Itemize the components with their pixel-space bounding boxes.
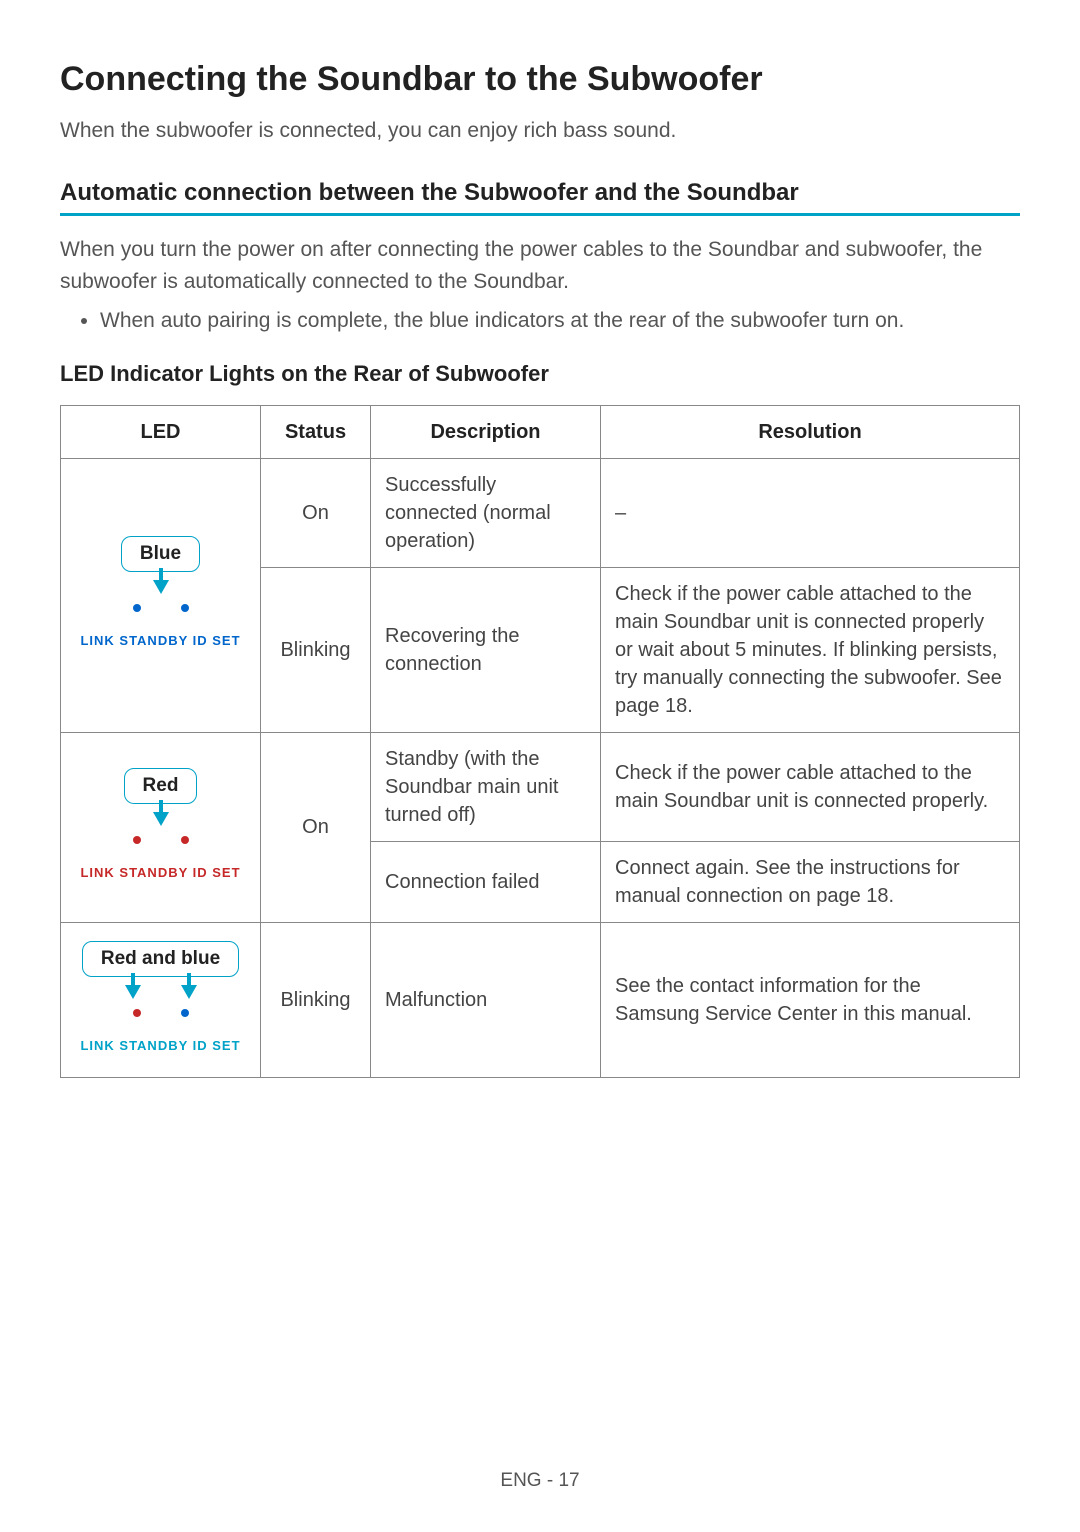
res-cell: – — [601, 458, 1020, 567]
led-color-label: Blue — [121, 536, 200, 573]
pointer-icon — [181, 985, 197, 999]
status-cell: Blinking — [261, 567, 371, 732]
manual-page: Connecting the Soundbar to the Subwoofer… — [0, 0, 1080, 1532]
led-color-label: Red and blue — [82, 941, 239, 978]
res-cell: Check if the power cable attached to the… — [601, 732, 1020, 841]
th-desc: Description — [371, 405, 601, 458]
res-cell: Connect again. See the instructions for … — [601, 841, 1020, 922]
led-cell-redblue: Red and blue LINK STANDBY ID SET — [61, 922, 261, 1078]
standby-led-dot — [181, 836, 189, 844]
bullet-item: When auto pairing is complete, the blue … — [100, 305, 1020, 337]
link-led-dot — [133, 836, 141, 844]
desc-cell: Connection failed — [371, 841, 601, 922]
th-led: LED — [61, 405, 261, 458]
bullet-list: When auto pairing is complete, the blue … — [100, 305, 1020, 337]
page-title: Connecting the Soundbar to the Subwoofer — [60, 60, 1020, 99]
status-cell: Blinking — [261, 922, 371, 1078]
res-cell: See the contact information for the Sams… — [601, 922, 1020, 1078]
table-row: Red and blue LINK STANDBY ID SET — [61, 922, 1020, 1078]
pointer-icon — [153, 812, 169, 826]
led-cell-red: Red LINK STANDBY ID SET — [61, 732, 261, 922]
table-header-row: LED Status Description Resolution — [61, 405, 1020, 458]
link-led-dot — [133, 1009, 141, 1017]
panel-label: LINK STANDBY ID SET — [80, 633, 240, 648]
section-paragraph: When you turn the power on after connect… — [60, 234, 1020, 297]
intro-text: When the subwoofer is connected, you can… — [60, 119, 1020, 143]
led-indicator-table: LED Status Description Resolution Blue — [60, 405, 1020, 1079]
standby-led-dot — [181, 604, 189, 612]
res-cell: Check if the power cable attached to the… — [601, 567, 1020, 732]
led-diagram-blue: Blue LINK STANDBY ID SET — [75, 530, 246, 661]
desc-cell: Malfunction — [371, 922, 601, 1078]
link-led-dot — [133, 604, 141, 612]
pointer-icon — [125, 985, 141, 999]
th-res: Resolution — [601, 405, 1020, 458]
table-row: Red LINK STANDBY ID SET On Standby (with… — [61, 732, 1020, 841]
led-color-label: Red — [124, 768, 198, 805]
section-heading: Automatic connection between the Subwoof… — [60, 179, 1020, 216]
led-cell-blue: Blue LINK STANDBY ID SET — [61, 458, 261, 732]
th-status: Status — [261, 405, 371, 458]
panel-label: LINK STANDBY ID SET — [80, 1038, 240, 1053]
led-diagram-redblue: Red and blue LINK STANDBY ID SET — [75, 935, 246, 1066]
desc-cell: Successfully connected (normal operation… — [371, 458, 601, 567]
table-row: Blue LINK STANDBY ID SET On Successfully… — [61, 458, 1020, 567]
desc-cell: Recovering the connection — [371, 567, 601, 732]
desc-cell: Standby (with the Soundbar main unit tur… — [371, 732, 601, 841]
standby-led-dot — [181, 1009, 189, 1017]
status-cell: On — [261, 732, 371, 922]
pointer-icon — [153, 580, 169, 594]
led-diagram-red: Red LINK STANDBY ID SET — [75, 762, 246, 893]
page-footer: ENG - 17 — [0, 1470, 1080, 1492]
table-title: LED Indicator Lights on the Rear of Subw… — [60, 361, 1020, 387]
status-cell: On — [261, 458, 371, 567]
panel-label: LINK STANDBY ID SET — [80, 865, 240, 880]
